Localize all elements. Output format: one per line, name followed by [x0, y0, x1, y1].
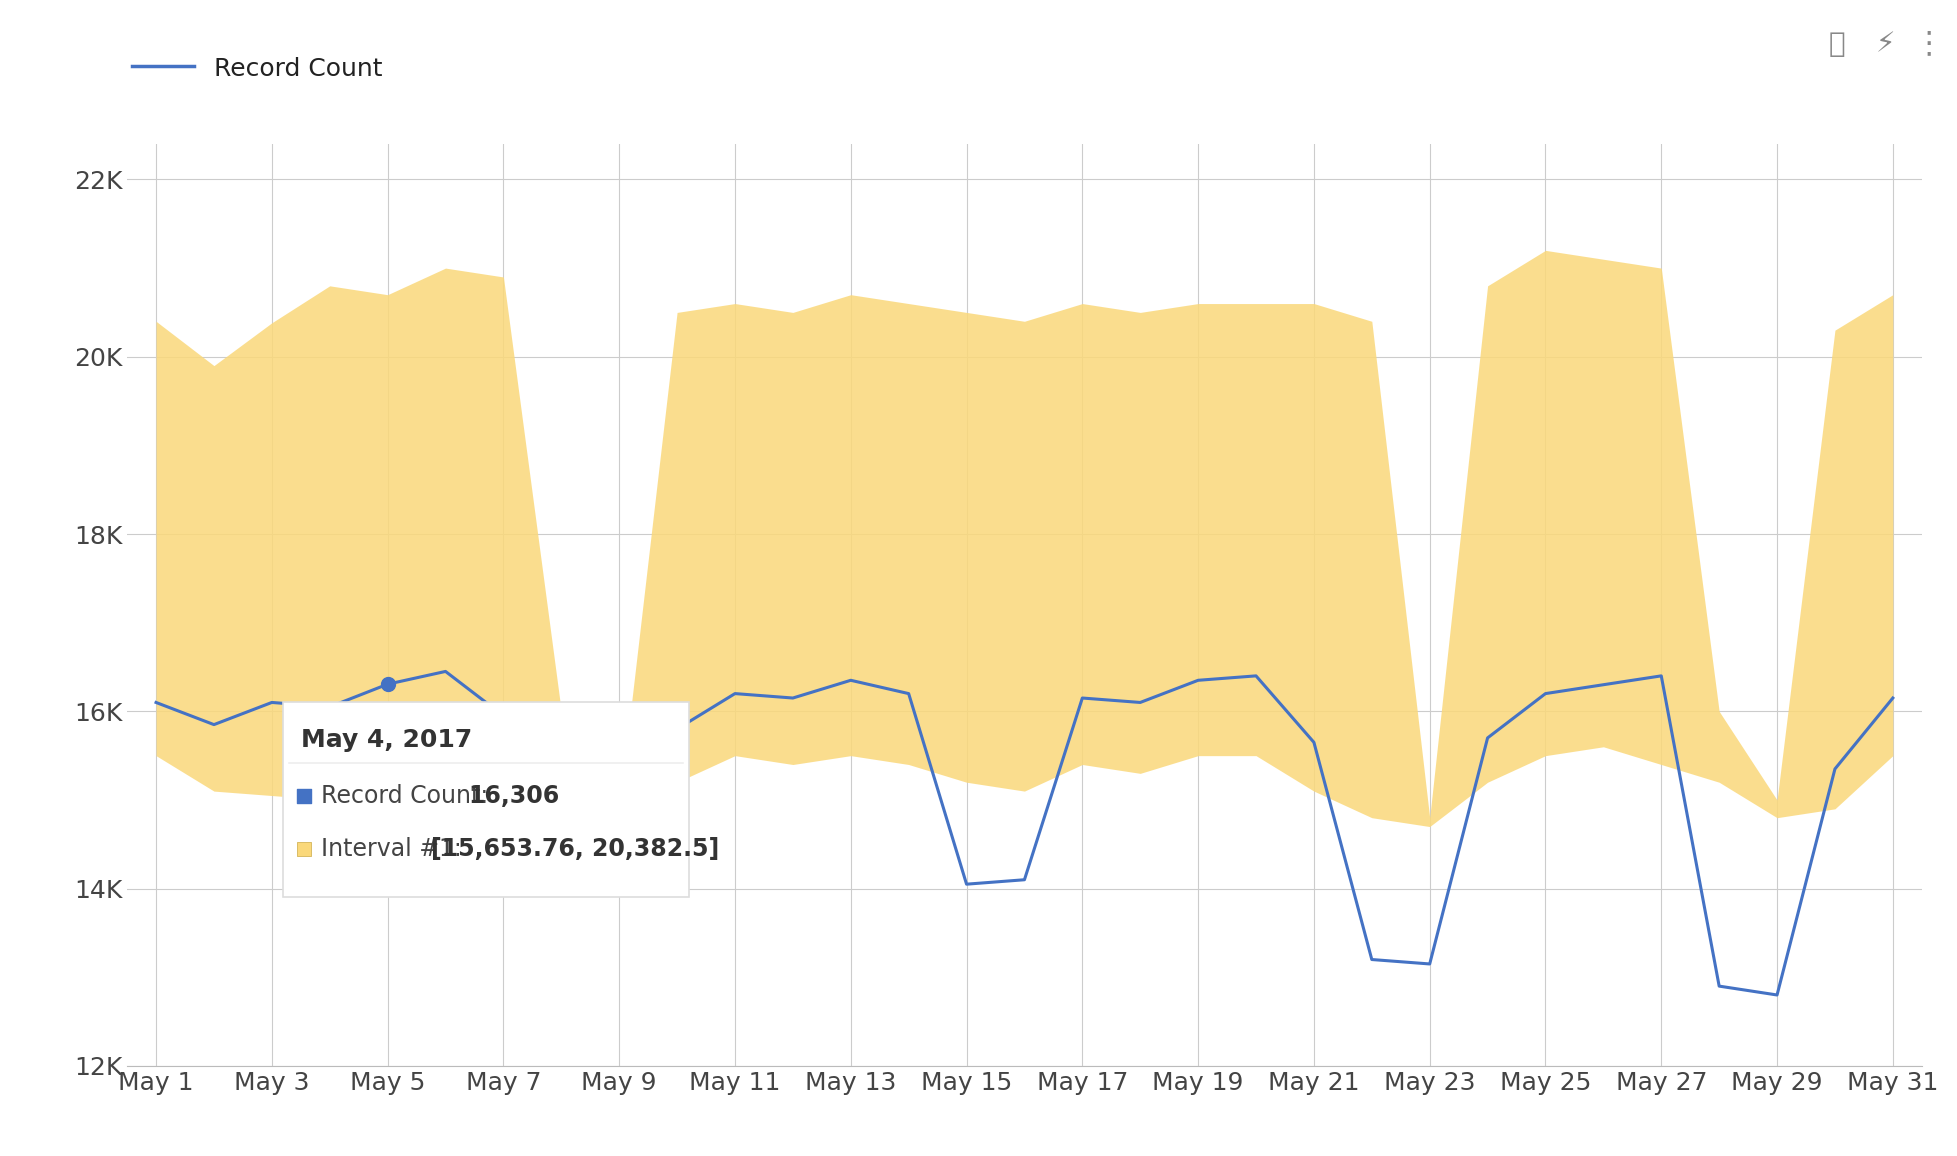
- Text: Interval #1:: Interval #1:: [321, 837, 470, 861]
- Text: May 4, 2017: May 4, 2017: [301, 727, 472, 751]
- Point: [288, 786, 319, 805]
- Text: Record Count:: Record Count:: [321, 784, 495, 808]
- Text: [15,653.76, 20,382.5]: [15,653.76, 20,382.5]: [431, 837, 718, 861]
- Text: 🔔: 🔔: [1828, 30, 1843, 58]
- Text: 16,306: 16,306: [468, 784, 560, 808]
- Point: [372, 675, 403, 694]
- Point: [288, 839, 319, 858]
- FancyBboxPatch shape: [284, 703, 689, 897]
- Text: ⋮: ⋮: [1912, 29, 1943, 59]
- Legend: Record Count: Record Count: [121, 46, 393, 90]
- Text: ⚡: ⚡: [1875, 30, 1894, 58]
